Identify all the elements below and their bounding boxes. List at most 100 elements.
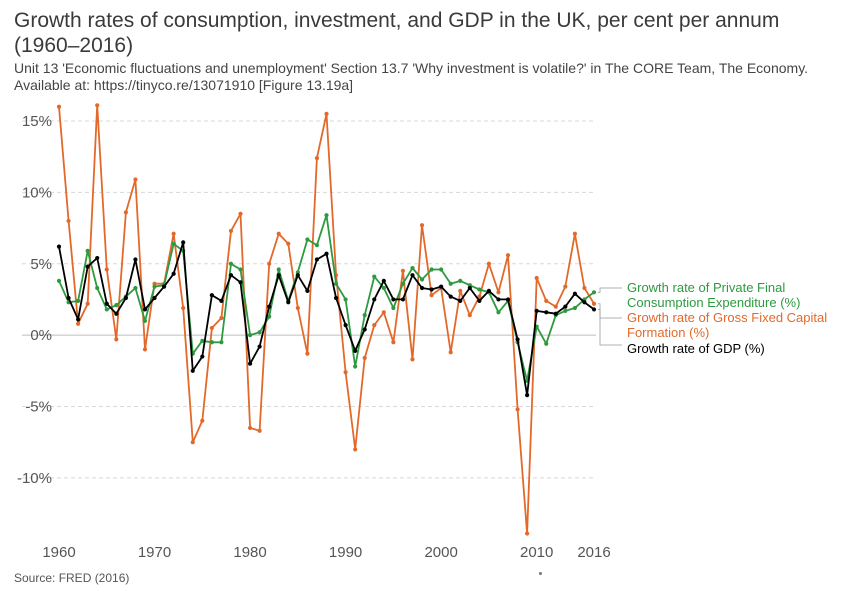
data-point [525,531,530,536]
data-point [114,303,119,308]
data-point [152,284,157,289]
x-axis-ticks: 1960 1970 1980 1990 2000 2010 2016 [42,544,610,561]
data-point [305,351,310,356]
data-point [66,295,71,301]
data-point [448,294,453,299]
data-point [372,274,377,279]
data-point [209,293,214,298]
data-point [572,305,577,311]
data-point [353,364,358,369]
data-point [553,311,558,316]
legend: Growth rate of Private FinalConsumption … [598,280,827,356]
data-point [439,267,444,272]
data-point [324,111,329,116]
data-point [429,267,434,272]
data-point [171,271,176,276]
data-point [458,298,463,303]
data-point [238,280,243,285]
data-point [171,231,176,236]
data-point [314,156,320,161]
data-point [295,305,300,311]
y-tick-label: 15% [22,113,52,130]
x-tick-label: 1990 [329,544,362,561]
data-point [314,243,320,248]
data-point [544,310,549,315]
data-point [391,340,396,345]
data-point [56,104,62,109]
data-point [104,267,109,272]
data-point [410,273,415,278]
data-point [286,300,291,305]
data-point [486,288,492,293]
data-point [114,311,119,316]
data-point [400,268,406,273]
data-point [477,294,482,299]
x-tick-label: 2016 [577,544,610,561]
data-point [400,281,406,286]
data-point [257,428,262,433]
data-point [142,347,148,352]
data-point [553,304,558,309]
data-point [486,261,492,266]
data-point [276,267,281,272]
y-tick-label: 0% [30,327,52,344]
data-point [190,440,195,445]
data-point [56,244,62,249]
data-point [161,284,167,289]
chart-title: Growth rates of consumption, investment,… [14,9,780,57]
data-point [276,273,281,278]
legend-label: Growth rate of GDP (%) [627,341,765,356]
data-point [142,318,148,323]
data-point [219,298,224,303]
data-point [333,295,339,301]
data-point [515,337,520,342]
y-tick-label: -10% [17,470,52,487]
legend-connector [598,309,622,346]
data-point [219,340,224,345]
data-point [314,257,320,262]
data-point [133,285,138,291]
data-point [467,285,472,291]
data-point [85,264,90,269]
data-point [572,231,577,236]
data-point [142,307,148,312]
data-point [276,231,281,236]
data-point [467,313,472,318]
data-point [305,237,310,242]
series-group [56,103,597,536]
data-point [563,308,568,313]
data-point [343,297,348,302]
data-point [267,314,272,319]
data-point [200,338,205,343]
data-point [362,327,367,332]
data-point [228,273,234,278]
data-point [544,298,549,303]
data-point [419,277,425,282]
data-point [582,300,587,305]
data-point [286,241,291,246]
data-point [133,257,138,262]
data-point [190,368,195,373]
data-point [228,228,234,234]
data-point [85,248,90,254]
y-tick-label: -5% [25,399,52,416]
data-point [123,295,128,301]
data-point [496,290,501,295]
data-point [477,298,482,303]
data-point [114,337,119,342]
data-point [391,297,396,302]
data-point [381,310,386,315]
data-point [353,447,358,452]
data-point [419,223,425,228]
data-point [534,275,539,281]
series-line [58,241,595,397]
x-tick-label: 2000 [424,544,457,561]
data-point [381,278,386,283]
data-point [257,330,262,335]
data-point [591,290,597,295]
data-point [247,425,253,431]
data-point [372,297,377,302]
data-point [324,251,329,256]
legend-label: Formation (%) [627,325,709,340]
data-point [400,297,406,302]
